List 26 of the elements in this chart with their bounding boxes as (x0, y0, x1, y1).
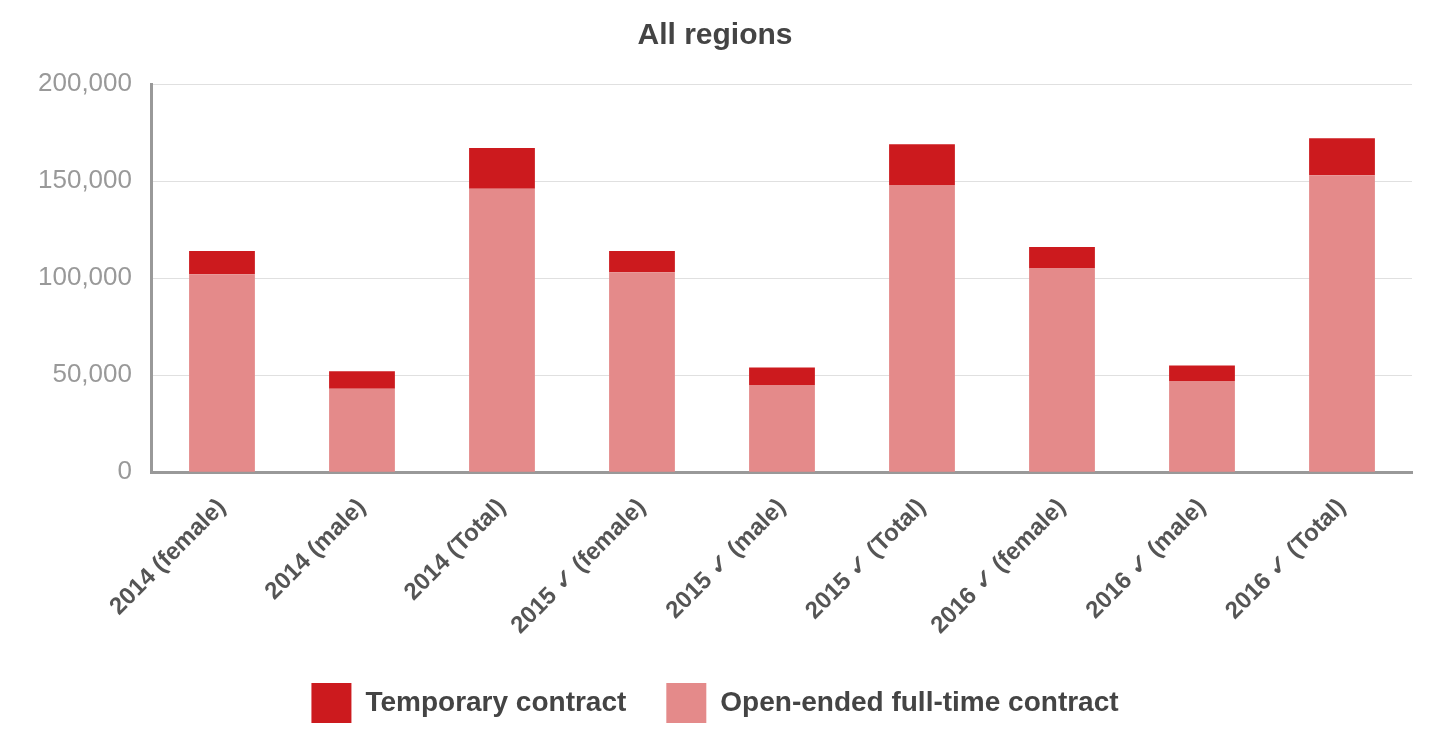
y-tick-label: 50,000 (52, 358, 132, 389)
bar (329, 371, 395, 389)
bar (329, 388, 395, 472)
y-tick-label: 100,000 (38, 261, 132, 292)
bar (1029, 268, 1095, 472)
y-tick-label: 0 (117, 455, 132, 486)
bar (889, 144, 955, 185)
bar (189, 274, 255, 472)
bar (1309, 175, 1375, 472)
y-tick-label: 200,000 (38, 67, 132, 98)
bar (469, 148, 535, 189)
bar (609, 250, 675, 273)
y-tick-label: 150,000 (38, 164, 132, 195)
bar (469, 188, 535, 472)
bar (1169, 365, 1235, 381)
chart-title: All regions (637, 17, 793, 51)
bar (749, 367, 815, 385)
bar (889, 184, 955, 472)
bar (749, 384, 815, 472)
bar (1169, 381, 1235, 472)
bar (1309, 138, 1375, 176)
legend-label: Temporary contract (365, 685, 627, 717)
legend-label: Open-ended full-time contract (720, 685, 1119, 717)
bar (609, 272, 675, 472)
bar (1029, 247, 1095, 269)
bar (189, 250, 255, 275)
